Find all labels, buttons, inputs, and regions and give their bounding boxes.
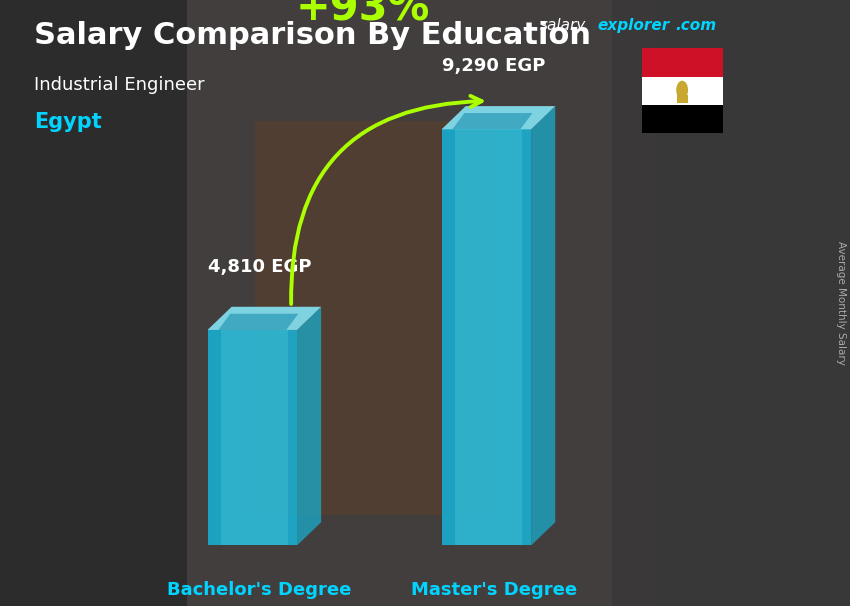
Bar xyxy=(255,121,493,515)
Circle shape xyxy=(677,81,688,99)
Text: Bachelor's Degree: Bachelor's Degree xyxy=(167,582,352,599)
Text: Master's Degree: Master's Degree xyxy=(411,582,576,599)
Polygon shape xyxy=(297,307,321,545)
Polygon shape xyxy=(531,106,555,545)
Text: Salary Comparison By Education: Salary Comparison By Education xyxy=(34,21,591,50)
Text: 4,810 EGP: 4,810 EGP xyxy=(207,258,311,276)
Bar xyxy=(642,48,722,77)
Polygon shape xyxy=(442,129,455,545)
Text: explorer: explorer xyxy=(598,18,670,33)
Bar xyxy=(642,77,722,105)
Text: Average Monthly Salary: Average Monthly Salary xyxy=(836,241,846,365)
Polygon shape xyxy=(522,129,531,545)
Text: salary: salary xyxy=(540,18,586,33)
Polygon shape xyxy=(207,330,221,545)
Bar xyxy=(187,0,654,606)
Polygon shape xyxy=(442,129,531,545)
Bar xyxy=(642,105,722,133)
Text: +93%: +93% xyxy=(295,0,429,29)
Polygon shape xyxy=(452,113,532,129)
Polygon shape xyxy=(288,330,297,545)
Bar xyxy=(677,95,688,103)
Text: Industrial Engineer: Industrial Engineer xyxy=(34,76,205,94)
Polygon shape xyxy=(207,307,321,330)
Text: .com: .com xyxy=(676,18,717,33)
Bar xyxy=(0,0,187,606)
Polygon shape xyxy=(207,330,297,545)
Text: 9,290 EGP: 9,290 EGP xyxy=(442,57,546,75)
Bar xyxy=(612,0,850,606)
Polygon shape xyxy=(218,314,298,330)
Polygon shape xyxy=(442,106,555,129)
Text: Egypt: Egypt xyxy=(34,112,102,132)
